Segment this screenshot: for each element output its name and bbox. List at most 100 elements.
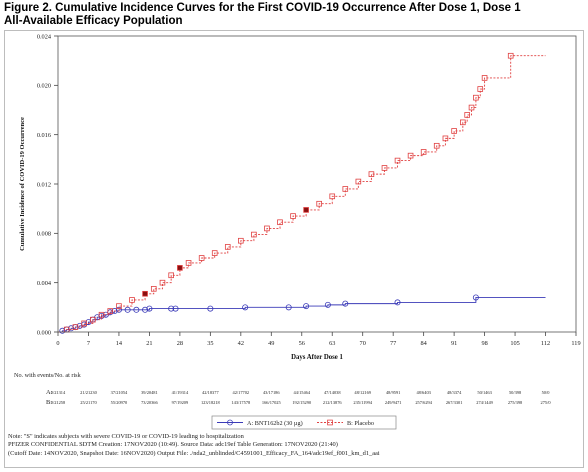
legend-marker-bnt162b2 xyxy=(227,419,233,426)
legend-marker-placebo xyxy=(327,419,333,426)
risk-table-cell: 48/12169 xyxy=(354,390,371,395)
data-point xyxy=(394,157,401,164)
risk-table-cell: 37/21054 xyxy=(111,390,128,395)
y-tick-label: 0.016 xyxy=(37,132,51,139)
data-point xyxy=(329,193,336,200)
risk-table-cell: 44/15464 xyxy=(293,390,310,395)
risk-table-cell: 48/3374 xyxy=(447,390,462,395)
risk-table-cell: 48/6403 xyxy=(416,390,431,395)
data-point xyxy=(142,306,149,313)
data-point xyxy=(285,304,292,311)
figure-title: Figure 2. Cumulative Incidence Curves fo… xyxy=(4,2,584,27)
x-tick-label: 91 xyxy=(451,340,457,347)
x-tick-label: 105 xyxy=(510,340,519,347)
data-point xyxy=(251,231,257,238)
data-point xyxy=(211,250,218,256)
risk-table-cell: 0/21258 xyxy=(51,400,66,405)
data-point xyxy=(381,165,388,171)
risk-table-cell: 212/13876 xyxy=(323,400,343,405)
y-tick-label: 0.008 xyxy=(37,231,51,238)
risk-table-cell: 143/17578 xyxy=(231,400,251,405)
data-point xyxy=(150,286,157,292)
data-point xyxy=(451,128,457,134)
risk-table-cell: 275/0 xyxy=(541,400,552,405)
data-point xyxy=(172,305,179,312)
data-point xyxy=(81,320,87,327)
x-tick-label: 112 xyxy=(541,340,550,347)
data-point xyxy=(185,260,192,266)
data-point xyxy=(107,308,114,314)
data-point xyxy=(159,279,166,286)
risk-table-cell: 97/19209 xyxy=(172,400,189,405)
figure-title-line1: Figure 2. Cumulative Incidence Curves fo… xyxy=(4,2,521,14)
footnote-line: PFIZER CONFIDENTIAL SDTM Creation: 17NOV… xyxy=(8,441,338,449)
series-placebo xyxy=(58,52,546,333)
risk-table-cell: 42/17702 xyxy=(233,390,250,395)
data-point xyxy=(264,225,270,232)
x-tick-label: 84 xyxy=(420,340,427,347)
risk-table-cell: 43/17186 xyxy=(263,390,280,395)
x-tick-label: 21 xyxy=(146,340,152,347)
y-tick-label: 0.000 xyxy=(37,329,51,336)
severe-case-marker xyxy=(142,290,148,297)
data-point xyxy=(133,306,140,313)
x-tick-label: 35 xyxy=(207,340,213,347)
data-point xyxy=(507,52,514,59)
data-point xyxy=(477,86,484,92)
risk-table-header: No. with events/No. at risk xyxy=(14,372,82,379)
risk-table-cell: 166/17025 xyxy=(262,400,282,405)
data-point xyxy=(355,178,362,185)
data-point xyxy=(68,325,75,332)
data-point xyxy=(168,305,175,312)
legend-label-bnt162b2: A: BNT162b2 (30 µg) xyxy=(247,420,303,427)
data-point xyxy=(460,119,466,126)
x-tick-label: 42 xyxy=(238,340,244,347)
severe-case-marker xyxy=(303,207,309,213)
data-point xyxy=(59,327,66,334)
data-point xyxy=(146,305,153,312)
data-point xyxy=(472,294,479,301)
data-point xyxy=(98,311,105,318)
risk-table-cell: 249/9471 xyxy=(385,400,402,405)
legend: A: BNT162b2 (30 µg) B: Placebo xyxy=(211,415,397,430)
risk-table-cell: 257/6294 xyxy=(415,400,432,405)
data-point xyxy=(468,104,475,111)
plot-border xyxy=(57,35,577,333)
y-tick-label: 0.024 xyxy=(37,33,52,40)
footnote-line: Note: "S" indicates subjects with severe… xyxy=(8,433,244,440)
data-point xyxy=(124,306,131,313)
data-point xyxy=(442,135,449,142)
data-point xyxy=(277,219,283,226)
risk-table-cell: 123/18218 xyxy=(201,400,221,405)
data-point xyxy=(481,75,488,81)
data-point xyxy=(342,300,349,307)
footnote-line: (Cutoff Date: 14NOV2020, Snapshot Date: … xyxy=(8,449,380,457)
risk-table-cell: 274/1449 xyxy=(476,400,493,405)
data-point xyxy=(207,305,214,312)
data-point xyxy=(303,303,310,310)
data-point xyxy=(168,272,174,279)
x-axis-label: Days After Dose 1 xyxy=(291,354,343,361)
data-point xyxy=(72,324,79,330)
plot-area xyxy=(58,52,546,334)
risk-table-cell: 50/1463 xyxy=(477,390,492,395)
risk-table-row-label: A: xyxy=(46,389,53,396)
data-point xyxy=(407,152,414,159)
risk-table-cell: 25/21170 xyxy=(80,400,97,405)
risk-table-row-label: B: xyxy=(46,399,52,406)
data-point xyxy=(90,316,96,323)
risk-table-cell: 267/3301 xyxy=(446,400,463,405)
x-tick-label: 77 xyxy=(390,340,396,347)
data-point xyxy=(242,304,249,311)
x-tick-label: 28 xyxy=(177,340,183,347)
risk-table-cell: 192/15290 xyxy=(292,400,312,405)
y-axis-label: Cumulative Incidence of COVID-19 Occurre… xyxy=(19,117,26,251)
data-point xyxy=(420,149,427,155)
series-bnt162b2 xyxy=(58,294,546,334)
x-tick-label: 63 xyxy=(329,340,335,347)
severe-case-marker xyxy=(177,265,183,271)
x-tick-label: 14 xyxy=(116,340,123,347)
data-point xyxy=(316,200,322,207)
x-tick-label: 70 xyxy=(360,340,366,347)
risk-table-cell: 55/20970 xyxy=(111,400,128,405)
